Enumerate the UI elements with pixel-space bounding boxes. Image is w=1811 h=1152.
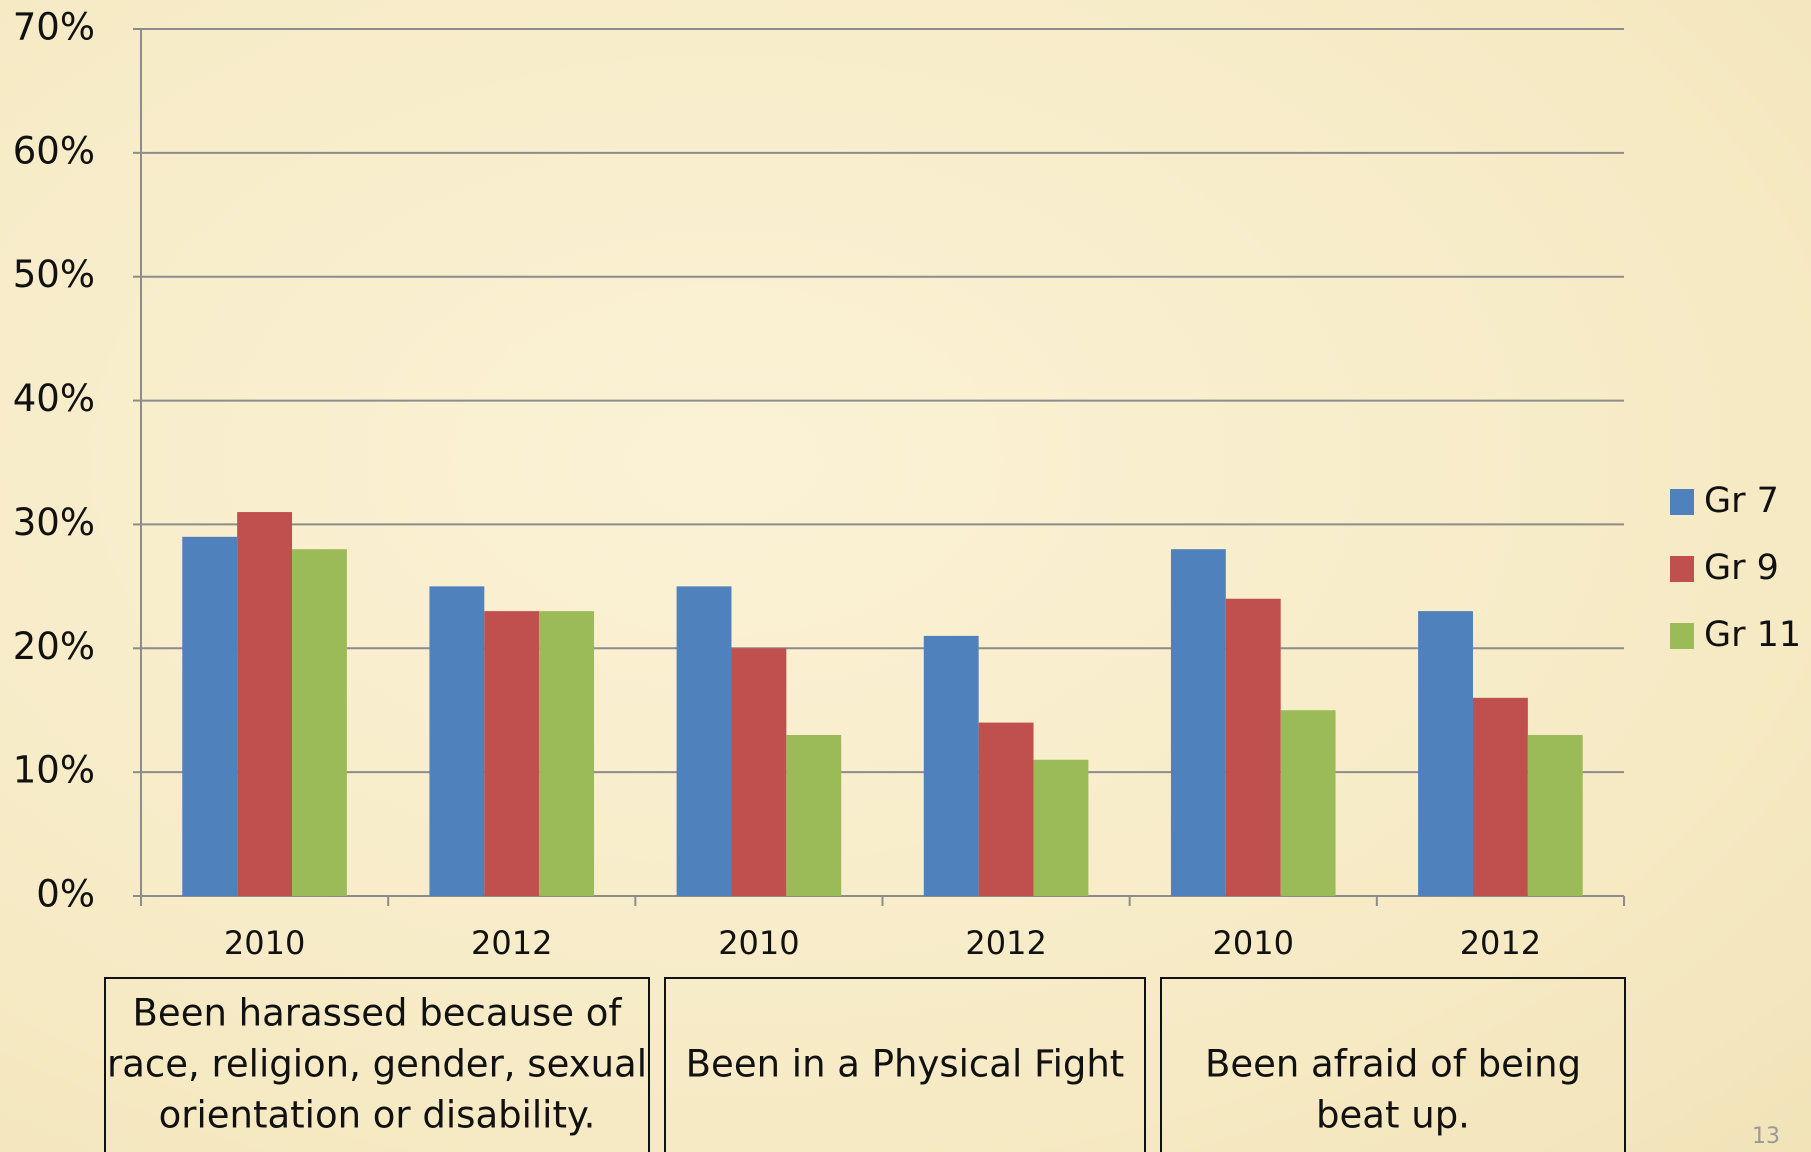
y-tick-label: 10%: [13, 749, 95, 792]
bar: [1225, 598, 1281, 896]
group-label: race, religion, gender, sexual: [107, 1043, 647, 1086]
bar: [1170, 549, 1226, 896]
legend-swatch: [1670, 623, 1694, 649]
bar: [1527, 734, 1583, 896]
y-tick-label: 50%: [13, 253, 95, 296]
bar: [1472, 697, 1528, 896]
y-tick-label: 30%: [13, 501, 95, 544]
y-tick-label: 0%: [36, 873, 95, 916]
bar: [484, 611, 540, 896]
group-box: [1160, 977, 1626, 1152]
x-tick-label: 2012: [1460, 924, 1541, 962]
page-number: 13: [1752, 1124, 1780, 1149]
bar: [539, 611, 595, 896]
x-tick-label: 2012: [965, 924, 1046, 962]
legend-label: Gr 11: [1704, 615, 1801, 655]
bar: [1033, 759, 1089, 896]
group-label: Been harassed because of: [133, 992, 623, 1035]
x-tick-label: 2010: [718, 924, 799, 962]
bar: [923, 635, 979, 896]
group-label: beat up.: [1316, 1094, 1470, 1137]
bar: [429, 586, 485, 896]
group-label: Been afraid of being: [1205, 1043, 1581, 1086]
legend-swatch: [1670, 489, 1694, 515]
x-tick-label: 2010: [224, 924, 305, 962]
x-tick-label: 2012: [471, 924, 552, 962]
group-label: Been in a Physical Fight: [686, 1043, 1125, 1086]
bar: [237, 512, 293, 896]
bar: [292, 549, 347, 896]
bar: [786, 734, 842, 896]
x-tick-label: 2010: [1213, 924, 1294, 962]
group-label: orientation or disability.: [159, 1094, 596, 1137]
bar: [676, 586, 732, 896]
y-tick-label: 70%: [13, 6, 95, 49]
y-tick-label: 40%: [13, 377, 95, 420]
group-box: [664, 977, 1146, 1152]
legend-label: Gr 9: [1704, 548, 1779, 588]
bar: [1280, 710, 1336, 896]
y-tick-label: 20%: [13, 625, 95, 668]
bar: [1418, 611, 1473, 896]
bar: [731, 648, 787, 896]
group-box: [104, 977, 650, 1152]
legend-label: Gr 7: [1704, 481, 1779, 521]
legend-swatch: [1670, 556, 1694, 582]
bar: [182, 536, 238, 896]
y-tick-label: 60%: [13, 129, 95, 172]
bar: [978, 722, 1034, 896]
